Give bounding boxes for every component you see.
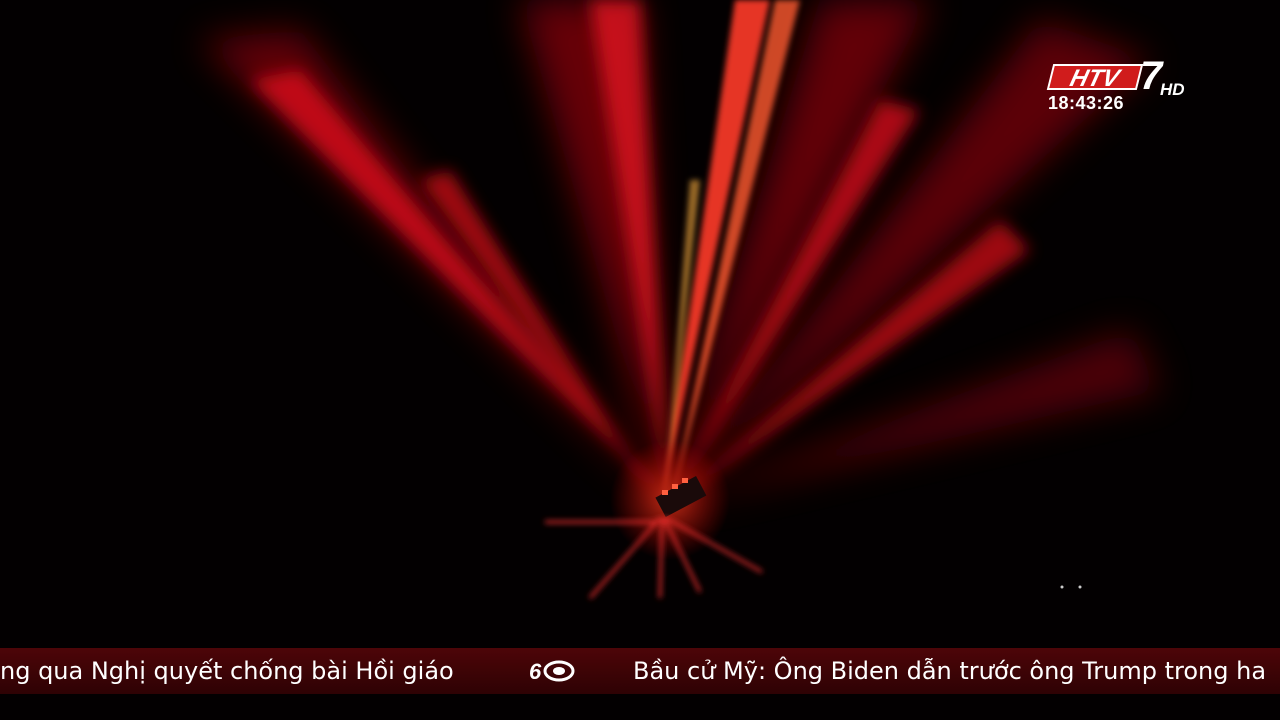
clock-time: 18:43:26: [1048, 93, 1125, 113]
laser-fixture: [655, 476, 707, 518]
channel-logo: HTV 7 HD 18:43:26: [1046, 56, 1198, 116]
logo-hd-badge: HD: [1160, 80, 1185, 99]
logo-number: 7: [1140, 54, 1163, 98]
svg-text:6: 6: [529, 659, 542, 684]
news-ticker: ng qua Nghị quyết chống bài Hồi giáo 6 B…: [0, 648, 1280, 694]
htv-logo-text: HTV: [1046, 64, 1144, 92]
ticker-item: Bầu cử Mỹ: Ông Biden dẫn trước ông Trump…: [633, 657, 1267, 685]
htv-60-icon: 6: [529, 659, 575, 684]
ticker-item: ng qua Nghị quyết chống bài Hồi giáo: [0, 657, 454, 685]
